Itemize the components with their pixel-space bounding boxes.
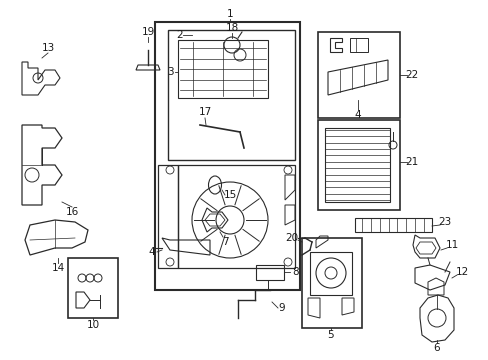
Text: 2: 2 [176,30,183,40]
Bar [178,40,267,98]
Text: 23: 23 [437,217,451,227]
Text: 3: 3 [166,67,173,77]
Text: 5: 5 [327,330,334,340]
Bar [302,238,361,328]
Bar [325,128,389,202]
Text: 8: 8 [292,267,299,277]
Bar [317,120,399,210]
Bar [68,258,118,318]
Text: 4: 4 [148,247,155,257]
Text: 7: 7 [221,237,228,247]
Text: 15: 15 [223,190,236,200]
Bar [349,38,367,52]
Text: 22: 22 [405,70,418,80]
Bar [168,30,294,160]
Text: 12: 12 [454,267,468,277]
Bar [309,252,351,295]
Text: 9: 9 [278,303,285,313]
Bar [317,32,399,118]
Text: 10: 10 [86,320,100,330]
Text: 6: 6 [433,343,439,353]
Text: 20: 20 [285,233,298,243]
Bar [155,22,299,290]
Text: 18: 18 [225,23,238,33]
Text: 19: 19 [141,27,154,37]
Text: 14: 14 [51,263,64,273]
Text: 17: 17 [198,107,211,117]
Bar [256,265,284,280]
Text: 11: 11 [445,240,458,250]
Text: 16: 16 [65,207,79,217]
Text: 4: 4 [354,110,361,120]
Text: 1: 1 [226,9,233,19]
Text: 21: 21 [405,157,418,167]
Bar [354,218,431,232]
Text: 13: 13 [41,43,55,53]
